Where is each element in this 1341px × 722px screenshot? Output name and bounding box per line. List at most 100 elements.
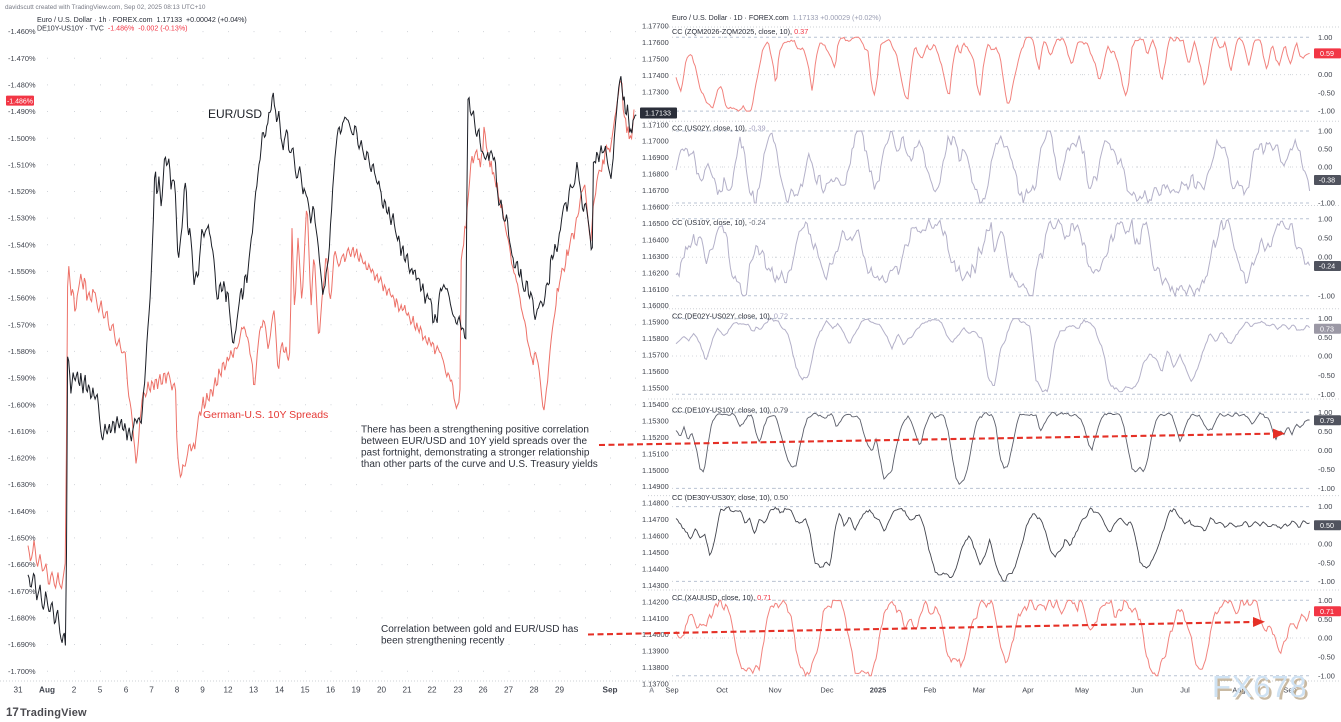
svg-text:-0.50: -0.50 [1318,89,1335,98]
svg-text:1.14600: 1.14600 [642,532,669,541]
svg-text:1.17700: 1.17700 [642,22,669,31]
svg-text:1.16100: 1.16100 [642,285,669,294]
svg-text:16: 16 [326,686,336,695]
svg-text:Correlation between gold and E: Correlation between gold and EUR/USD has [381,624,578,635]
svg-text:A: A [649,686,655,695]
svg-text:0.00: 0.00 [1318,634,1332,643]
svg-text:-1.610%: -1.610% [8,427,36,436]
svg-text:Jul: Jul [1180,686,1190,695]
svg-text:TradingView: TradingView [20,707,87,719]
svg-text:21: 21 [402,686,412,695]
svg-text:FX678: FX678 [1212,669,1307,704]
svg-text:-1.630%: -1.630% [8,480,36,489]
svg-text:0.50: 0.50 [1318,333,1332,342]
svg-text:-0.50: -0.50 [1318,558,1335,567]
svg-text:-0.50: -0.50 [1318,465,1335,474]
svg-text:22: 22 [427,686,437,695]
svg-text:-1.660%: -1.660% [8,560,36,569]
svg-text:0.50: 0.50 [1318,145,1332,154]
svg-text:-1.00: -1.00 [1318,671,1335,680]
svg-text:0.00: 0.00 [1318,70,1332,79]
svg-text:26: 26 [478,686,488,695]
svg-text:-0.50: -0.50 [1318,371,1335,380]
svg-text:14: 14 [275,686,285,695]
svg-text:1.17000: 1.17000 [642,137,669,146]
svg-text:-1.700%: -1.700% [8,667,36,676]
svg-text:-1.480%: -1.480% [8,81,36,90]
svg-text:0.00: 0.00 [1318,163,1332,172]
svg-text:-1.500%: -1.500% [8,134,36,143]
svg-text:DE10Y-US10Y · TVC -1.486% -0: DE10Y-US10Y · TVC -1.486% -0.002 (-0.13%… [37,25,188,33]
svg-text:past fortnight, demonstrating: past fortnight, demonstrating a stronger… [361,448,590,459]
svg-text:-1.00: -1.00 [1318,484,1335,493]
svg-text:between EUR/USD and 10Y yield: between EUR/USD and 10Y yield spreads ov… [361,436,587,447]
svg-text:Mar: Mar [973,686,986,695]
svg-text:0.73: 0.73 [1320,325,1334,334]
svg-text:-1.560%: -1.560% [8,294,36,303]
svg-text:9: 9 [200,686,205,695]
svg-text:Aug: Aug [1232,686,1245,695]
svg-text:-1.650%: -1.650% [8,534,36,543]
svg-text:1.00: 1.00 [1318,127,1332,136]
svg-text:Jun: Jun [1131,686,1143,695]
svg-text:Euro / U.S. Dollar · 1h · FORE: Euro / U.S. Dollar · 1h · FOREX.com 1.17… [37,16,247,24]
svg-text:1.17100: 1.17100 [642,120,669,129]
svg-text:1.16000: 1.16000 [642,301,669,310]
svg-text:-0.24: -0.24 [1319,262,1335,271]
svg-text:1.16200: 1.16200 [642,268,669,277]
svg-text:2025: 2025 [870,686,886,695]
svg-text:-1.620%: -1.620% [8,454,36,463]
svg-text:0.79: 0.79 [1320,416,1334,425]
svg-text:EUR/USD: EUR/USD [208,107,262,121]
svg-text:Nov: Nov [768,686,781,695]
svg-text:There has been a strengthening: There has been a strengthening positive … [361,424,589,435]
svg-text:1.17300: 1.17300 [642,87,669,96]
svg-text:CC (XAUUSD, close, 10), 0.71: CC (XAUUSD, close, 10), 0.71 [672,593,771,602]
svg-text:Feb: Feb [924,686,937,695]
svg-text:1.14300: 1.14300 [642,581,669,590]
svg-text:1.17600: 1.17600 [642,38,669,47]
svg-text:0.71: 0.71 [1320,607,1334,616]
svg-text:-1.580%: -1.580% [8,347,36,356]
svg-text:-0.38: -0.38 [1319,176,1335,185]
svg-text:1.16600: 1.16600 [642,203,669,212]
svg-text:1.14100: 1.14100 [642,614,669,623]
svg-text:1.00: 1.00 [1318,596,1332,605]
svg-text:CC (US02Y, close, 10), -0.39: CC (US02Y, close, 10), -0.39 [672,124,766,133]
svg-text:Sep: Sep [602,686,617,695]
svg-text:0.59: 0.59 [1320,49,1334,58]
svg-text:1.13900: 1.13900 [642,647,669,656]
svg-text:1.15500: 1.15500 [642,384,669,393]
svg-text:1.00: 1.00 [1318,214,1332,223]
svg-text:1.17133: 1.17133 [645,109,671,118]
svg-text:-1.490%: -1.490% [8,107,36,116]
svg-text:0.50: 0.50 [1318,234,1332,243]
svg-text:7: 7 [149,686,154,695]
svg-text:1.15800: 1.15800 [642,334,669,343]
svg-text:1.15400: 1.15400 [642,400,669,409]
svg-text:-1.00: -1.00 [1318,291,1335,300]
svg-text:FX678: FX678 [1215,672,1310,707]
svg-text:Euro / U.S. Dollar · 1D · FORE: Euro / U.S. Dollar · 1D · FOREX.com 1.17… [672,14,881,22]
svg-text:-1.00: -1.00 [1318,107,1335,116]
svg-text:5: 5 [98,686,103,695]
svg-text:29: 29 [555,686,565,695]
svg-text:8: 8 [175,686,180,695]
svg-text:Sep: Sep [1283,686,1296,695]
svg-text:-1.520%: -1.520% [8,187,36,196]
svg-text:12: 12 [223,686,233,695]
svg-text:CC (US10Y, close, 10), -0.24: CC (US10Y, close, 10), -0.24 [672,218,766,227]
svg-text:19: 19 [351,686,361,695]
svg-text:15: 15 [300,686,310,695]
svg-text:May: May [1075,686,1089,695]
svg-text:-1.600%: -1.600% [8,400,36,409]
svg-text:-1.00: -1.00 [1318,390,1335,399]
svg-text:0.00: 0.00 [1318,252,1332,261]
svg-text:CC (DE10Y-US10Y, close, 10), 0: CC (DE10Y-US10Y, close, 10), 0.79 [672,406,788,415]
svg-text:20: 20 [377,686,387,695]
svg-text:1.15100: 1.15100 [642,449,669,458]
svg-text:1.14200: 1.14200 [642,597,669,606]
svg-text:than other parts of the curve: than other parts of the curve and U.S. T… [361,459,598,470]
svg-text:1.16800: 1.16800 [642,170,669,179]
svg-text:1.16500: 1.16500 [642,219,669,228]
